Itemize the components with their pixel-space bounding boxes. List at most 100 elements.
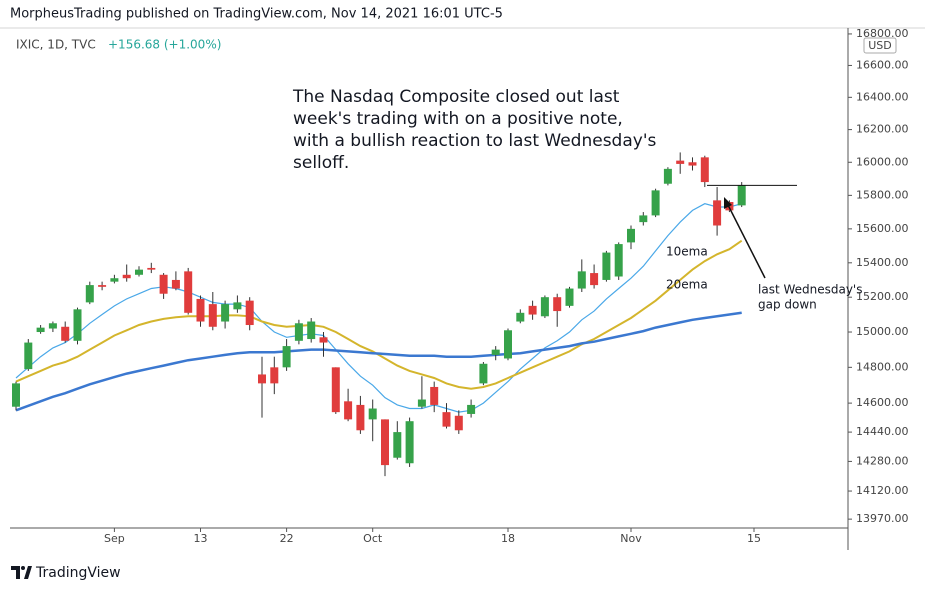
candle-body bbox=[98, 285, 107, 287]
x-tick-label: Nov bbox=[620, 532, 642, 545]
ema-label: 20ema bbox=[666, 278, 708, 292]
symbol: IXIC, 1D, TVC bbox=[16, 38, 96, 52]
arrow bbox=[726, 202, 766, 279]
candle-body bbox=[467, 404, 476, 414]
candle-body bbox=[368, 408, 377, 420]
candle-body bbox=[491, 349, 500, 355]
currency: USD bbox=[868, 39, 892, 52]
candle-body bbox=[61, 326, 70, 341]
note-line: selloff. bbox=[293, 153, 349, 173]
x-tick-label: Oct bbox=[363, 532, 383, 545]
x-tick-label: 15 bbox=[747, 532, 761, 545]
ema-line bbox=[15, 311, 742, 412]
candle-body bbox=[294, 323, 303, 341]
candle-body bbox=[454, 415, 463, 431]
note-line: with a bullish reaction to last Wednesda… bbox=[293, 131, 657, 151]
y-tick-label: 15200.00 bbox=[856, 290, 909, 303]
candle-body bbox=[713, 200, 722, 226]
y-tick-label: 16800.00 bbox=[856, 27, 909, 40]
candle-body bbox=[12, 383, 20, 407]
brand: TradingView bbox=[35, 565, 121, 581]
x-tick-label: 13 bbox=[194, 532, 208, 545]
candle-body bbox=[36, 327, 45, 333]
candle-body bbox=[270, 367, 279, 384]
candle-body bbox=[147, 267, 156, 270]
candle-body bbox=[258, 374, 266, 384]
candle-body bbox=[676, 160, 685, 164]
y-tick-label: 16200.00 bbox=[856, 123, 909, 136]
candle-body bbox=[122, 274, 131, 279]
candle-body bbox=[245, 300, 254, 326]
candle-body bbox=[319, 337, 328, 343]
plot bbox=[12, 152, 797, 477]
candle-body bbox=[221, 304, 230, 322]
y-tick-label: 14120.00 bbox=[856, 484, 909, 497]
candle-body bbox=[700, 157, 709, 183]
candle-body bbox=[540, 297, 549, 317]
candle-body bbox=[356, 404, 365, 431]
candle-body bbox=[565, 288, 574, 306]
ema-line bbox=[15, 203, 742, 413]
candle-body bbox=[504, 330, 512, 359]
y-tick-label: 14280.00 bbox=[856, 454, 909, 467]
candle-body bbox=[85, 285, 94, 303]
candle-body bbox=[307, 321, 316, 340]
candle-body bbox=[196, 298, 205, 322]
x-tick-label: Sep bbox=[104, 532, 125, 545]
y-tick-label: 15800.00 bbox=[856, 188, 909, 201]
candle-body bbox=[171, 279, 180, 289]
arrow-head bbox=[724, 197, 732, 209]
candle-body bbox=[184, 271, 193, 313]
candle-body bbox=[208, 304, 217, 327]
candle-body bbox=[110, 278, 119, 282]
x-tick-label: 18 bbox=[501, 532, 515, 545]
candle-body bbox=[344, 401, 353, 420]
y-tick-label: 16600.00 bbox=[856, 58, 909, 71]
candle-body bbox=[516, 312, 525, 322]
candle-body bbox=[233, 302, 242, 310]
candle-body bbox=[479, 363, 488, 384]
candle-body bbox=[405, 421, 414, 464]
candle-body bbox=[73, 309, 82, 341]
candle-body bbox=[627, 228, 635, 243]
candle-body bbox=[639, 215, 648, 223]
candle-body bbox=[381, 419, 389, 466]
candle-body bbox=[614, 244, 623, 277]
currency-box bbox=[863, 37, 897, 54]
change: +156.68 (+1.00%) bbox=[108, 38, 221, 52]
gap-label: last Wednesday's bbox=[758, 283, 862, 297]
y-tick-label: 15400.00 bbox=[856, 256, 909, 269]
candle-body bbox=[135, 269, 143, 275]
candle-body bbox=[24, 342, 33, 370]
ema-label: 10ema bbox=[666, 245, 708, 259]
y-tick-label: 15000.00 bbox=[856, 325, 909, 338]
candle-body bbox=[651, 190, 660, 216]
candle-body bbox=[577, 271, 586, 289]
y-tick-label: 14440.00 bbox=[856, 425, 909, 438]
candle-body bbox=[430, 386, 439, 405]
candle-body bbox=[393, 432, 402, 458]
candle-body bbox=[282, 346, 291, 368]
candle-body bbox=[528, 305, 537, 315]
logo bbox=[11, 566, 32, 579]
candle-body bbox=[590, 273, 599, 286]
x-tick-label: 22 bbox=[280, 532, 294, 545]
y-tick-label: 13970.00 bbox=[856, 512, 909, 525]
y-tick-label: 16400.00 bbox=[856, 90, 909, 103]
note-line: The Nasdaq Composite closed out last bbox=[292, 87, 620, 107]
header: MorpheusTrading published on TradingView… bbox=[10, 7, 503, 22]
candle-body bbox=[417, 399, 426, 407]
y-tick-label: 14800.00 bbox=[856, 360, 909, 373]
ema-line bbox=[15, 239, 743, 390]
gap-label: gap down bbox=[758, 298, 817, 312]
candle-body bbox=[602, 252, 611, 280]
y-tick-label: 15600.00 bbox=[856, 222, 909, 235]
candle-body bbox=[48, 323, 57, 329]
y-tick-label: 14600.00 bbox=[856, 396, 909, 409]
candle-body bbox=[442, 412, 451, 427]
candle-body bbox=[331, 367, 340, 413]
y-tick-label: 16000.00 bbox=[856, 155, 909, 168]
candle-body bbox=[553, 297, 562, 312]
note-line: week's trading with on a positive note, bbox=[293, 109, 623, 129]
